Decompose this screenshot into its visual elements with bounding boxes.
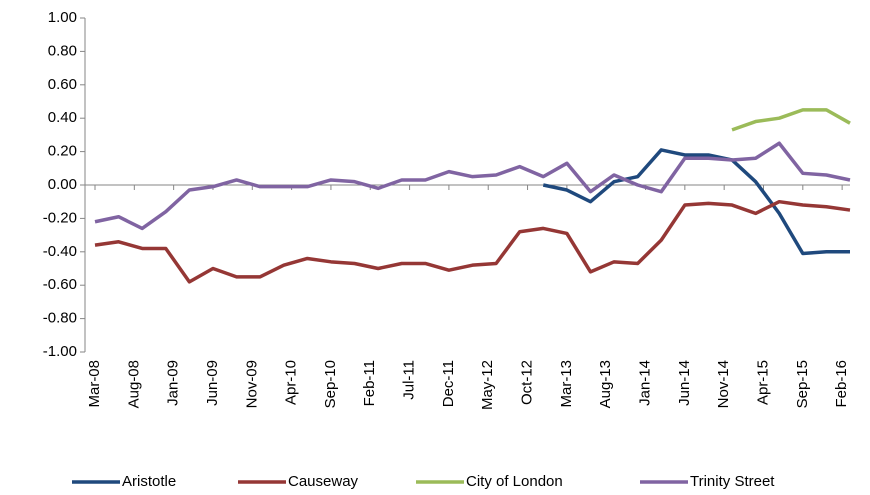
- x-tick-label: Nov-14: [715, 360, 732, 408]
- x-tick-label: Sep-15: [794, 360, 811, 408]
- x-tick-label: Feb-11: [361, 360, 378, 406]
- x-tick-label: Sep-10: [322, 360, 339, 408]
- legend-label: Causeway: [288, 473, 359, 490]
- y-tick-label: 1.00: [48, 9, 77, 26]
- series-line: [542, 148, 850, 256]
- y-tick-label: -1.00: [43, 343, 77, 360]
- y-tick-label: -0.80: [43, 310, 77, 327]
- legend-label: City of London: [466, 473, 563, 490]
- series-line: [94, 141, 851, 231]
- x-tick-label: Apr-15: [754, 360, 771, 405]
- series-line: [94, 199, 851, 284]
- x-tick-label: Dec-11: [440, 360, 457, 407]
- x-tick-label: May-12: [479, 360, 496, 410]
- y-tick-label: 0.40: [48, 109, 77, 126]
- x-tick-label: Aug-13: [597, 360, 614, 408]
- x-tick-label: Jun-09: [204, 360, 221, 406]
- y-tick-label: -0.40: [43, 243, 77, 260]
- x-tick-label: Apr-10: [283, 360, 300, 405]
- legend-label: Aristotle: [122, 473, 176, 490]
- y-tick-label: 0.80: [48, 42, 77, 59]
- y-tick-label: -0.60: [43, 276, 77, 293]
- x-tick-label: Jul-11: [401, 360, 418, 400]
- x-tick-label: Jan-09: [165, 360, 182, 406]
- x-tick-label: Feb-16: [833, 360, 850, 408]
- x-tick-label: Jan-14: [636, 360, 653, 406]
- x-tick-label: Mar-08: [86, 360, 103, 408]
- x-tick-label: Jun-14: [676, 360, 693, 406]
- series-line: [731, 108, 851, 132]
- legend-label: Trinity Street: [690, 473, 775, 490]
- x-tick-label: Nov-09: [243, 360, 260, 408]
- x-tick-label: Aug-08: [125, 360, 142, 408]
- x-tick-label: Mar-13: [558, 360, 575, 408]
- y-tick-label: 0.20: [48, 143, 77, 160]
- y-tick-label: 0.60: [48, 76, 77, 93]
- y-tick-label: -0.20: [43, 209, 77, 226]
- x-tick-label: Oct-12: [519, 360, 536, 405]
- y-tick-label: 0.00: [48, 176, 77, 193]
